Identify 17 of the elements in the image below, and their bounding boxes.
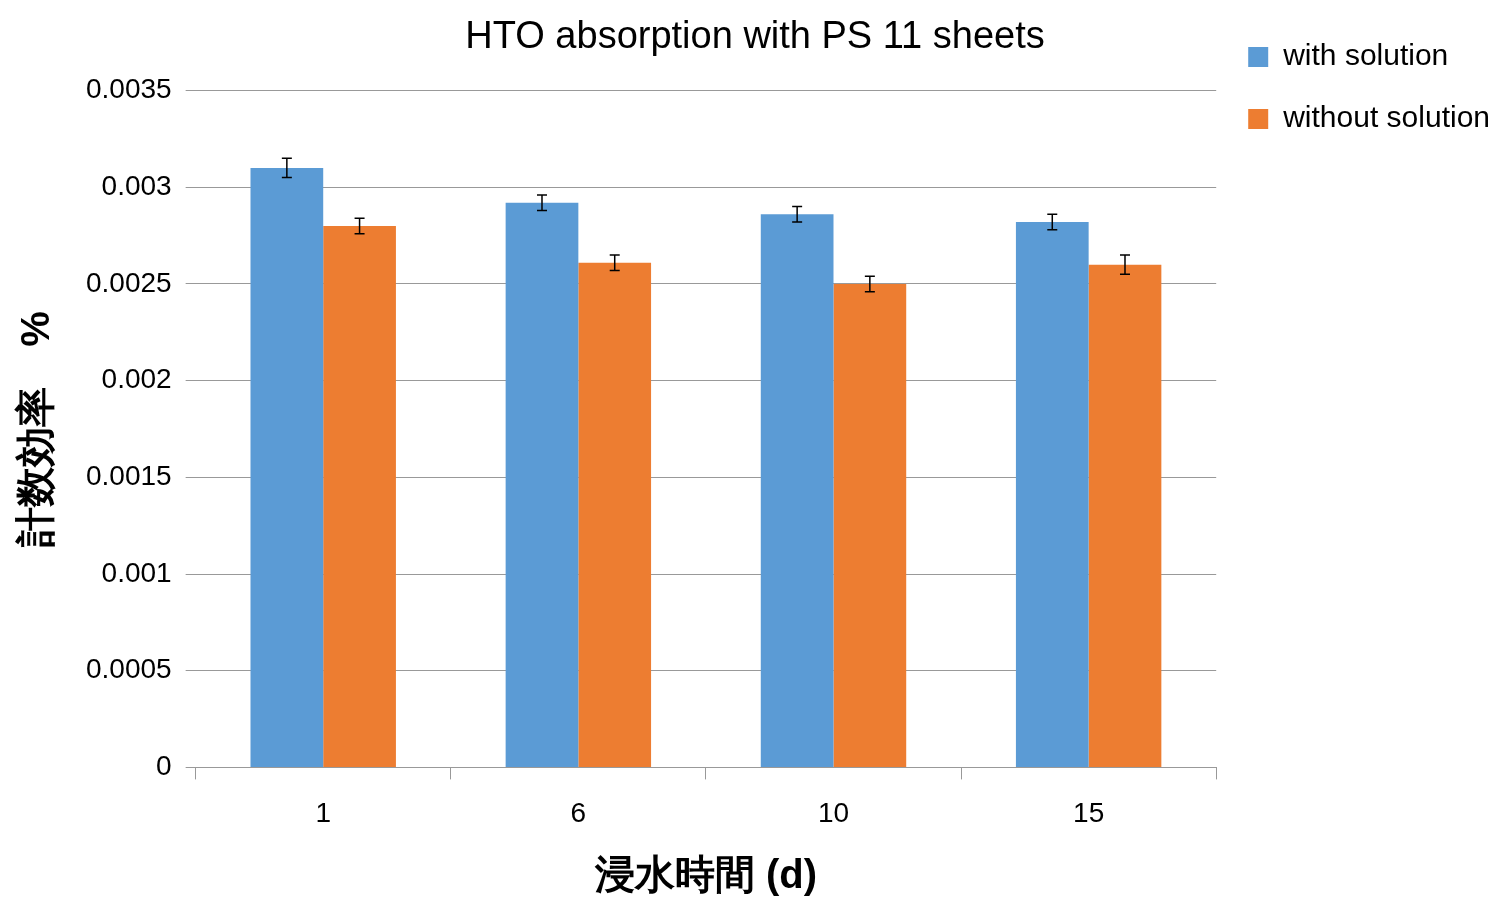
- x-tick-label: 6: [570, 796, 587, 828]
- y-tick-label: 0.0005: [86, 653, 172, 685]
- x-axis-title: 浸水時間 (d): [593, 852, 818, 897]
- x-tick-label: 15: [1073, 796, 1105, 828]
- legend-label: with solution: [1282, 38, 1449, 72]
- y-tick-label: 0.0035: [86, 73, 172, 105]
- x-tick-label: 10: [817, 796, 850, 828]
- y-tick-label: 0.0025: [86, 266, 172, 298]
- y-tick-label: 0.0015: [86, 460, 172, 492]
- y-tick-label: 0.002: [101, 363, 172, 395]
- y-tick-label: 0: [156, 750, 172, 782]
- y-tick-label: 0.003: [101, 170, 172, 201]
- x-tick-label: 1: [315, 796, 331, 828]
- y-axis-title: 計数効率 %: [13, 311, 58, 548]
- chart-title: HTO absorption with PS 11 sheets: [465, 14, 1045, 57]
- legend-label: without solution: [1282, 100, 1490, 134]
- y-tick-label: 0.001: [101, 556, 172, 588]
